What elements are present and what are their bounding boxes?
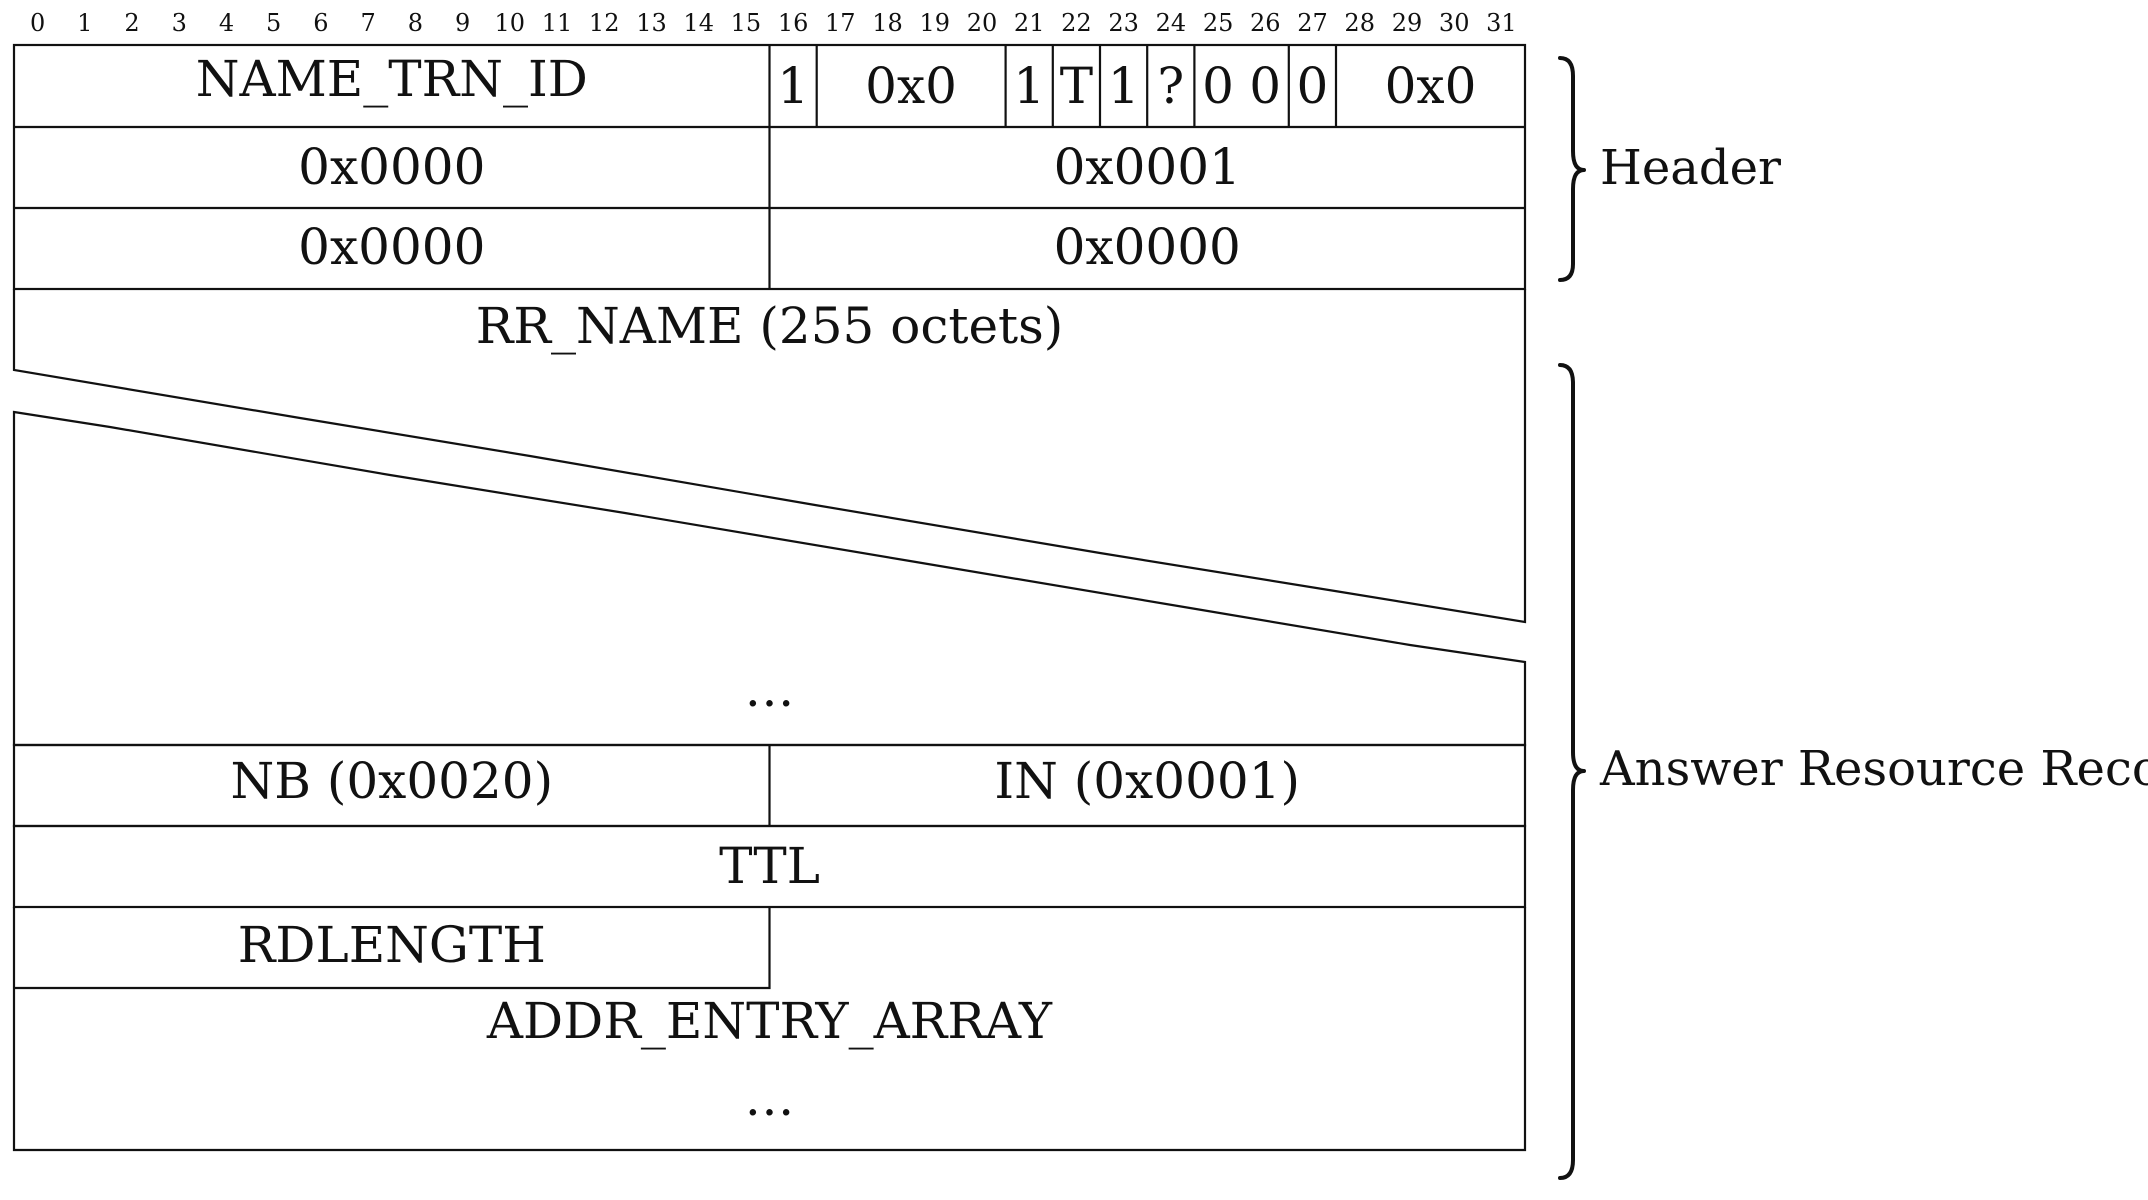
bit-number-label: 25: [1203, 9, 1234, 37]
name-trn-id-field: NAME_TRN_ID: [196, 50, 588, 108]
ra-flag: ?: [1157, 57, 1184, 115]
bit-number-label: 29: [1392, 9, 1423, 37]
answer-brace: [1558, 363, 1586, 1180]
rdata-block: [12, 907, 1527, 1152]
bit-number-label: 10: [495, 9, 526, 37]
nscount-field: 0x0000: [298, 218, 485, 276]
bit-number-label: 15: [731, 9, 762, 37]
bit-number-label: 24: [1156, 9, 1187, 37]
bit-number-label: 28: [1344, 9, 1375, 37]
response-flag: 1: [777, 57, 809, 115]
bit-number-label: 19: [920, 9, 951, 37]
bit-number-label: 4: [219, 9, 234, 37]
addr-entry-array-field: ADDR_ENTRY_ARRAY: [486, 992, 1053, 1050]
rr-name-field: RR_NAME (255 octets): [476, 297, 1064, 355]
bit-ruler: 0 1 2 3 4 5 6 7 8 9 10 11 12 13 14 15 16 17 18 19 20 21 22 23 24…: [30, 9, 1517, 37]
bit-number-label: 8: [408, 9, 423, 37]
qdcount-field: 0x0000: [298, 138, 485, 196]
answer-brace-label: Answer Resource Records: [1599, 741, 2148, 797]
bit-number-label: 11: [542, 9, 573, 37]
bit-number-label: 21: [1014, 9, 1045, 37]
rr-type-field: NB (0x0020): [230, 752, 553, 810]
zero-flag-b: 0: [1249, 57, 1281, 115]
bit-number-label: 6: [313, 9, 328, 37]
answer-brace-group: Answer Resource Records: [1558, 363, 2148, 1180]
header-section: NAME_TRN_ID 1 0x0 1 T 1 ? 0 0 0 0x0 0x00…: [12, 43, 1527, 291]
header-brace: [1558, 56, 1586, 282]
bit-number-label: 27: [1297, 9, 1328, 37]
bit-number-label: 30: [1439, 9, 1470, 37]
aa-flag: 1: [1013, 57, 1045, 115]
rr-name-ellipsis: …: [745, 660, 795, 718]
bit-number-label: 7: [360, 9, 375, 37]
opcode-field: 0x0: [865, 57, 957, 115]
bit-number-label: 12: [589, 9, 620, 37]
arcount-field: 0x0000: [1054, 218, 1241, 276]
tc-flag: T: [1060, 57, 1093, 115]
bit-number-label: 16: [778, 9, 809, 37]
rd-flag: 1: [1108, 57, 1140, 115]
rr-class-field: IN (0x0001): [994, 752, 1300, 810]
rcode-field: 0x0: [1385, 57, 1477, 115]
ancount-field: 0x0001: [1054, 138, 1241, 196]
header-brace-group: Header: [1558, 56, 1781, 282]
bit-number-label: 3: [172, 9, 187, 37]
zero-flag-a: 0: [1202, 57, 1234, 115]
ttl-field: TTL: [719, 837, 820, 895]
header-brace-label: Header: [1600, 140, 1781, 196]
bit-number-label: 14: [683, 9, 714, 37]
bit-number-label: 17: [825, 9, 856, 37]
rdlength-field: RDLENGTH: [238, 916, 546, 974]
broadcast-flag: 0: [1296, 57, 1328, 115]
bit-number-label: 9: [455, 9, 470, 37]
rr-name-upper-block: [12, 289, 1527, 624]
bit-number-label: 18: [872, 9, 903, 37]
bit-number-label: 0: [30, 9, 45, 37]
bit-number-label: 22: [1061, 9, 1092, 37]
bit-number-label: 26: [1250, 9, 1281, 37]
bit-number-label: 5: [266, 9, 281, 37]
answer-section: RR_NAME (255 octets) … NB (0x0020) IN (0…: [12, 289, 1527, 1152]
addr-entry-ellipsis: …: [745, 1069, 795, 1127]
bit-number-label: 2: [124, 9, 139, 37]
bit-number-label: 1: [77, 9, 92, 37]
bit-number-label: 13: [636, 9, 667, 37]
rdlength-cell: [14, 907, 771, 990]
bit-number-label: 20: [967, 9, 998, 37]
bit-number-label: 23: [1108, 9, 1139, 37]
bit-number-label: 31: [1486, 9, 1517, 37]
